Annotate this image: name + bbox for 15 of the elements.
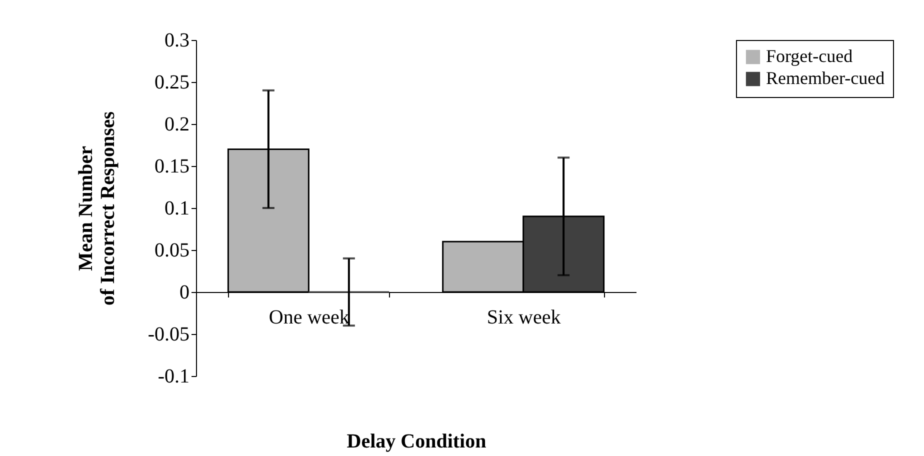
y-tick-label: -0.05 — [148, 324, 190, 346]
y-tick-label: 0.3 — [164, 30, 190, 52]
y-tick-label: 0 — [180, 282, 190, 304]
y-tick-label: 0.2 — [164, 114, 190, 136]
x-tick-label: Six week — [486, 306, 561, 328]
y-tick-label: 0.25 — [154, 72, 190, 94]
legend-label: Forget-cued — [766, 46, 853, 66]
y-tick-label: 0.1 — [164, 198, 190, 220]
x-tick-label: One week — [268, 306, 350, 328]
legend-label: Remember-cued — [766, 68, 885, 88]
y-tick-label: 0.15 — [154, 156, 190, 178]
y-axis-title: Mean Number of Incorrect Responses — [74, 111, 119, 306]
y-tick-label: -0.1 — [158, 366, 190, 388]
y-tick-label: 0.05 — [154, 240, 190, 262]
x-axis-title: Delay Condition — [346, 430, 486, 452]
